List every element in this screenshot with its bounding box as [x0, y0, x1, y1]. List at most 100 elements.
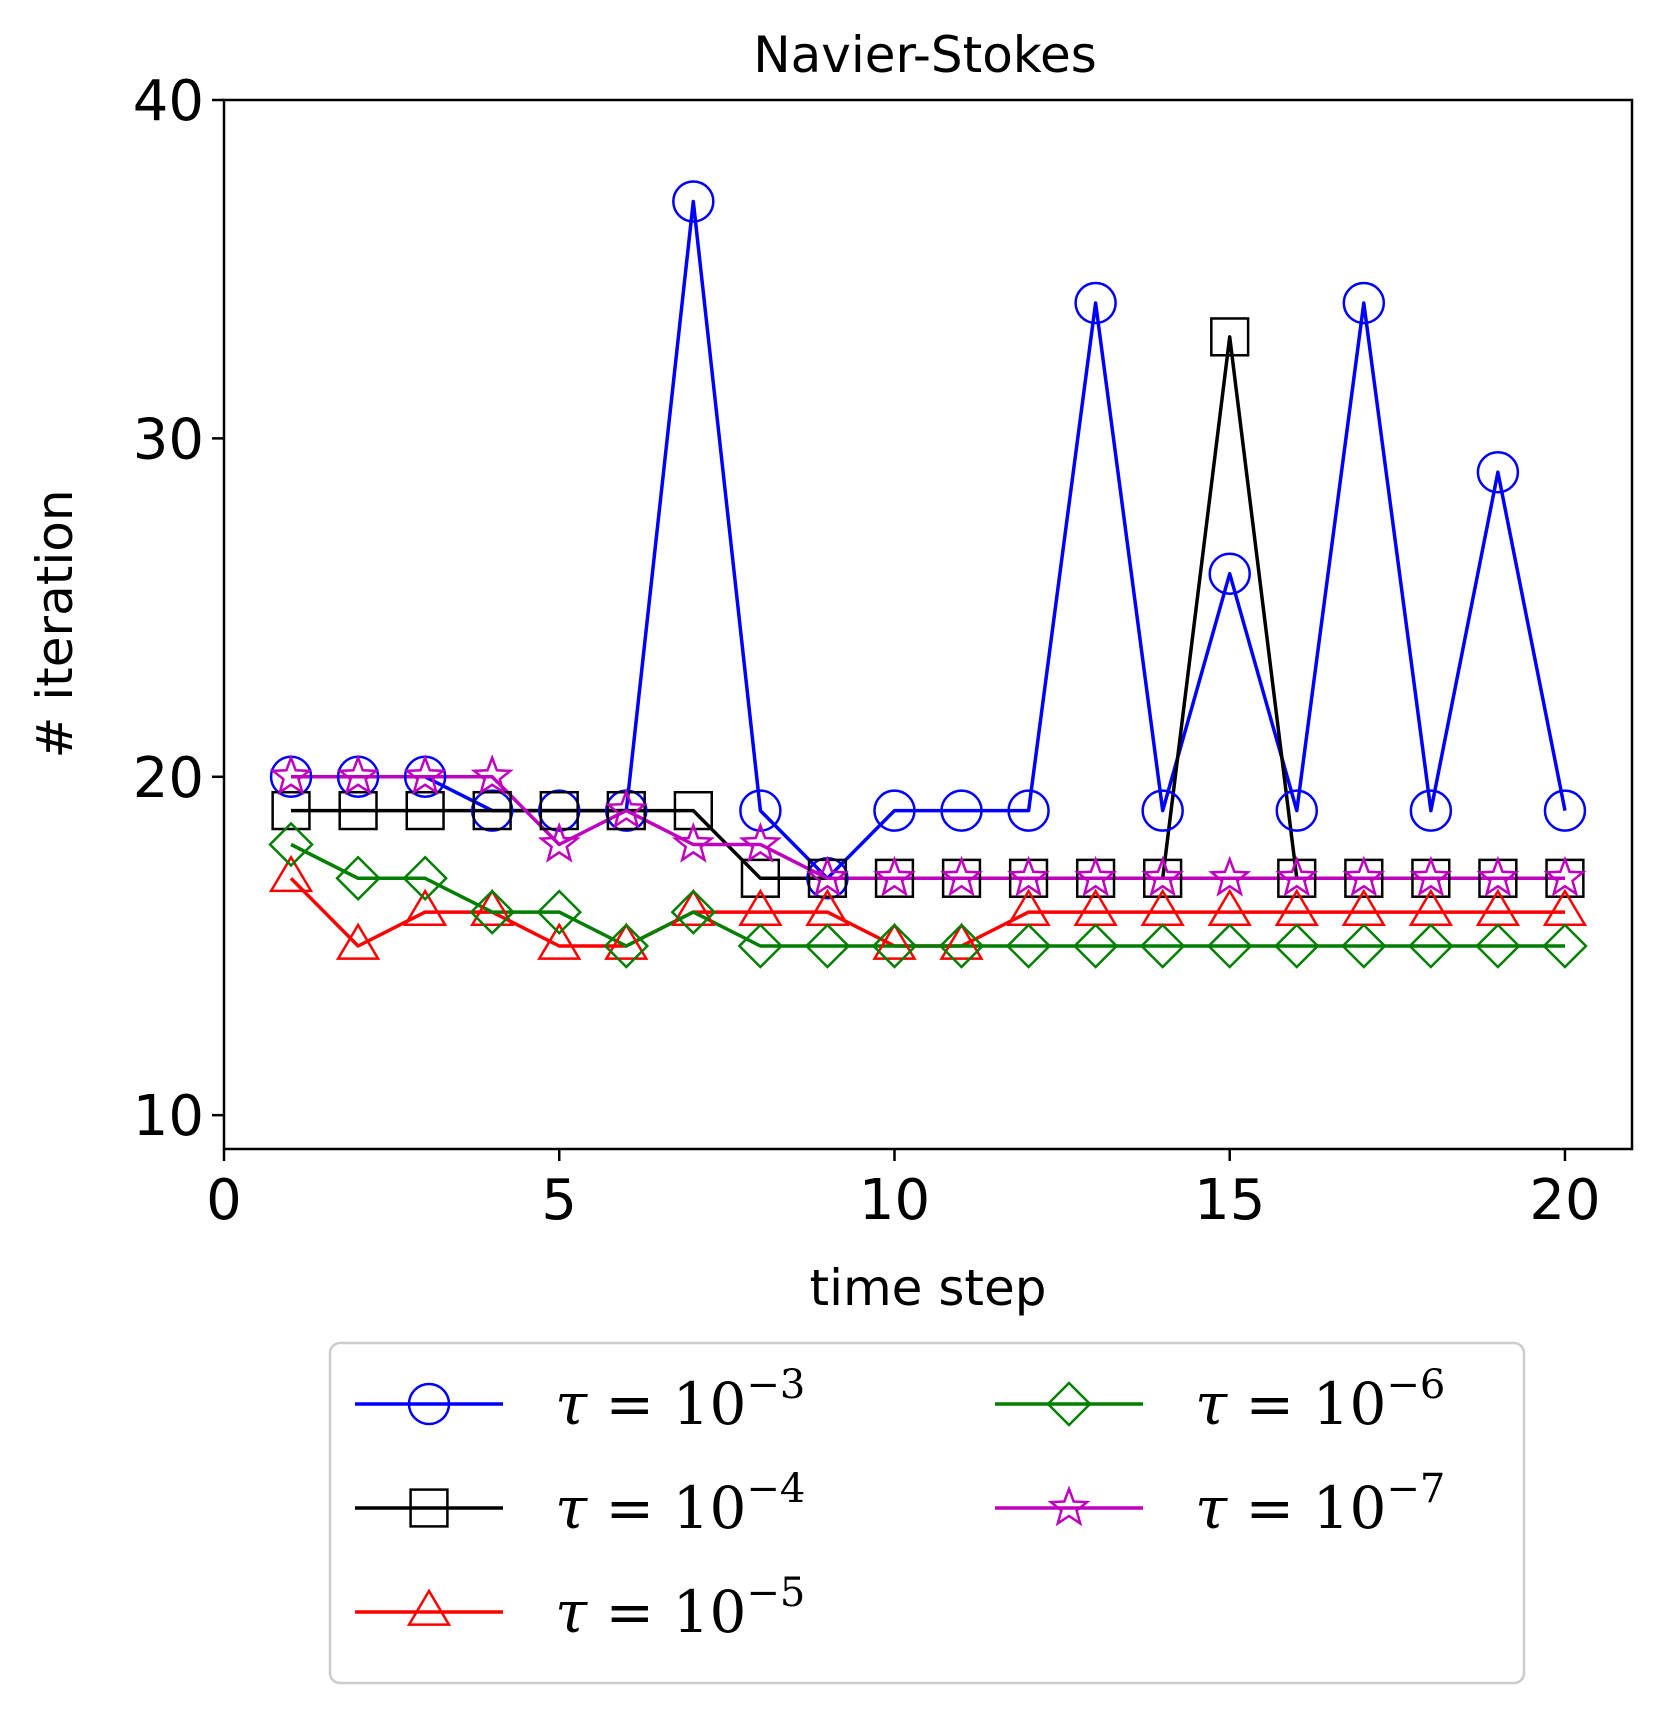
series-lines [289, 199, 1567, 948]
data-point-circle [1476, 450, 1520, 494]
data-point-diamond [1475, 923, 1521, 969]
data-point-star [1208, 855, 1252, 897]
legend-base: = 10 [1227, 1474, 1386, 1542]
data-point-circle [537, 789, 581, 832]
legend-tau: τ [555, 1578, 588, 1646]
data-point-diamond [1542, 923, 1588, 969]
x-tick-label: 10 [859, 1168, 930, 1233]
plot-area: 0 5 10 15 20 10 20 30 40 [133, 69, 1634, 1233]
legend-label: τ = 10−5 [555, 1570, 805, 1646]
data-point-triangle [268, 854, 314, 893]
data-point-diamond [1341, 923, 1387, 969]
legend-swatch-diamond [1046, 1381, 1092, 1427]
data-point-diamond [1273, 923, 1320, 969]
legend-exponent: −6 [1386, 1362, 1445, 1408]
data-point-triangle [872, 922, 917, 960]
data-point-diamond [871, 923, 918, 969]
data-point-triangle [537, 922, 582, 960]
x-tick-label: 0 [206, 1168, 242, 1233]
data-point-diamond [1408, 923, 1454, 969]
data-point-circle [470, 789, 514, 832]
data-point-square [1210, 317, 1250, 357]
data-point-diamond [1206, 923, 1253, 969]
data-point-star [1409, 855, 1453, 897]
data-point-circle [1543, 789, 1587, 832]
data-point-star [1275, 855, 1319, 897]
legend-tau: τ [555, 1474, 588, 1542]
y-axis-label: # iteration [26, 489, 84, 758]
data-point-star [806, 855, 849, 897]
data-point-star [671, 821, 715, 863]
data-point-diamond [335, 855, 381, 902]
series-line-square [291, 335, 1565, 881]
legend-swatch-triangle [406, 1588, 452, 1626]
legend-tau: τ [1195, 1370, 1228, 1438]
data-point-star [940, 855, 983, 897]
data-point-triangle [335, 922, 381, 960]
data-point-triangle [939, 922, 984, 960]
legend-exponent: −4 [746, 1466, 805, 1512]
data-point-star [269, 754, 313, 795]
data-point-circle [1409, 789, 1453, 832]
legend-label: τ = 10−4 [555, 1466, 805, 1542]
data-point-circle [1342, 281, 1386, 325]
data-point-star [604, 788, 648, 829]
legend-frame [328, 1341, 1526, 1685]
data-point-square [405, 790, 445, 831]
data-point-circle [940, 789, 983, 832]
data-point-square [338, 790, 378, 831]
legend-base: = 10 [587, 1578, 746, 1646]
data-point-star [1007, 855, 1050, 897]
data-point-diamond [1072, 923, 1119, 969]
data-point-circle [672, 180, 715, 223]
data-point-circle [1141, 789, 1184, 832]
legend-label: τ = 10−3 [555, 1362, 805, 1438]
legend-label: τ = 10−6 [1195, 1362, 1445, 1438]
legend-item: τ = 10−5 [355, 1570, 805, 1646]
x-tick-label: 20 [1529, 1168, 1600, 1233]
data-point-diamond [938, 923, 985, 969]
data-point-circle [1007, 789, 1050, 832]
data-point-square [472, 790, 512, 831]
data-point-diamond [1139, 923, 1186, 969]
data-point-circle [739, 789, 782, 832]
plot-frame [222, 98, 1634, 1151]
x-axis-label: time step [809, 1259, 1046, 1317]
data-point-star [738, 821, 782, 863]
data-point-star [1342, 855, 1386, 897]
legend-tau: τ [1195, 1474, 1228, 1542]
data-point-star [1476, 855, 1520, 897]
legend-exponent: −3 [746, 1362, 805, 1408]
legend-label: τ = 10−7 [1195, 1466, 1445, 1542]
x-axis: 0 5 10 15 20 [206, 1149, 1601, 1233]
legend-exponent: −7 [1386, 1466, 1445, 1512]
x-tick-label: 5 [541, 1168, 577, 1233]
data-point-diamond [268, 821, 314, 868]
data-point-star [470, 754, 514, 795]
data-point-star [336, 754, 380, 795]
data-point-diamond [670, 889, 717, 935]
legend-swatch-circle [407, 1382, 451, 1426]
data-point-diamond [603, 923, 650, 969]
data-point-diamond [469, 889, 515, 935]
data-point-square [740, 858, 781, 898]
y-tick-label: 10 [133, 1084, 204, 1149]
legend-item: τ = 10−4 [355, 1466, 805, 1542]
series-markers [268, 180, 1588, 969]
x-tick-label: 15 [1194, 1168, 1265, 1233]
legend-base: = 10 [1227, 1370, 1386, 1438]
data-point-circle [1275, 789, 1319, 832]
data-point-star [1141, 855, 1185, 897]
data-point-star [1074, 855, 1118, 897]
data-point-diamond [402, 855, 448, 902]
legend-item: τ = 10−7 [995, 1466, 1445, 1542]
legend-tau: τ [555, 1370, 588, 1438]
data-point-star [873, 855, 916, 897]
y-tick-label: 30 [133, 407, 204, 472]
legend-item: τ = 10−3 [355, 1362, 805, 1438]
data-point-triangle [1207, 888, 1252, 926]
data-point-diamond [737, 923, 784, 969]
legend-exponent: −5 [746, 1570, 805, 1616]
data-point-triangle [671, 888, 716, 926]
y-axis: 10 20 30 40 [133, 69, 224, 1149]
